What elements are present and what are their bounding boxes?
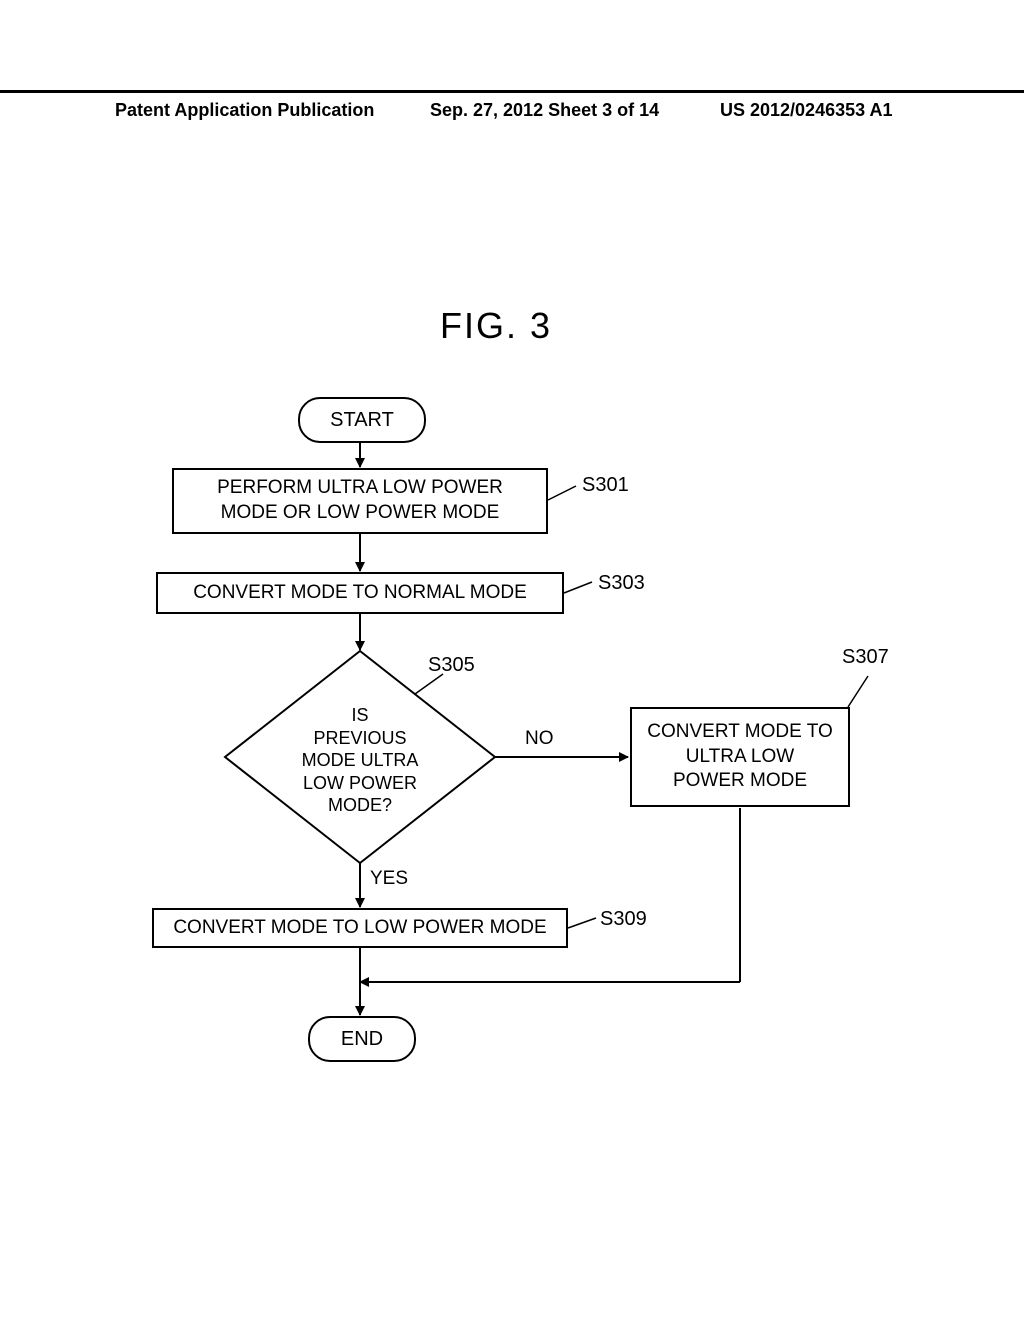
step-label-s303: S303 [598, 572, 645, 595]
start-terminal: START [298, 397, 426, 443]
decision-s305: IS PREVIOUS MODE ULTRA LOW POWER MODE? [302, 704, 419, 817]
process-s307: CONVERT MODE TO ULTRA LOW POWER MODE [630, 707, 850, 807]
decision-text: IS PREVIOUS MODE ULTRA LOW POWER MODE? [302, 705, 419, 815]
end-terminal: END [308, 1016, 416, 1062]
process-s301: PERFORM ULTRA LOW POWER MODE OR LOW POWE… [172, 468, 548, 534]
step-label-s309: S309 [600, 908, 647, 931]
step-label-s305: S305 [428, 654, 475, 677]
start-label: START [330, 409, 394, 432]
branch-yes: YES [370, 868, 408, 890]
step-label-s307: S307 [842, 646, 889, 669]
process-s309: CONVERT MODE TO LOW POWER MODE [152, 908, 568, 948]
end-label: END [341, 1028, 383, 1051]
branch-no: NO [525, 728, 554, 750]
step-label-s301: S301 [582, 474, 629, 497]
process-s303: CONVERT MODE TO NORMAL MODE [156, 572, 564, 614]
